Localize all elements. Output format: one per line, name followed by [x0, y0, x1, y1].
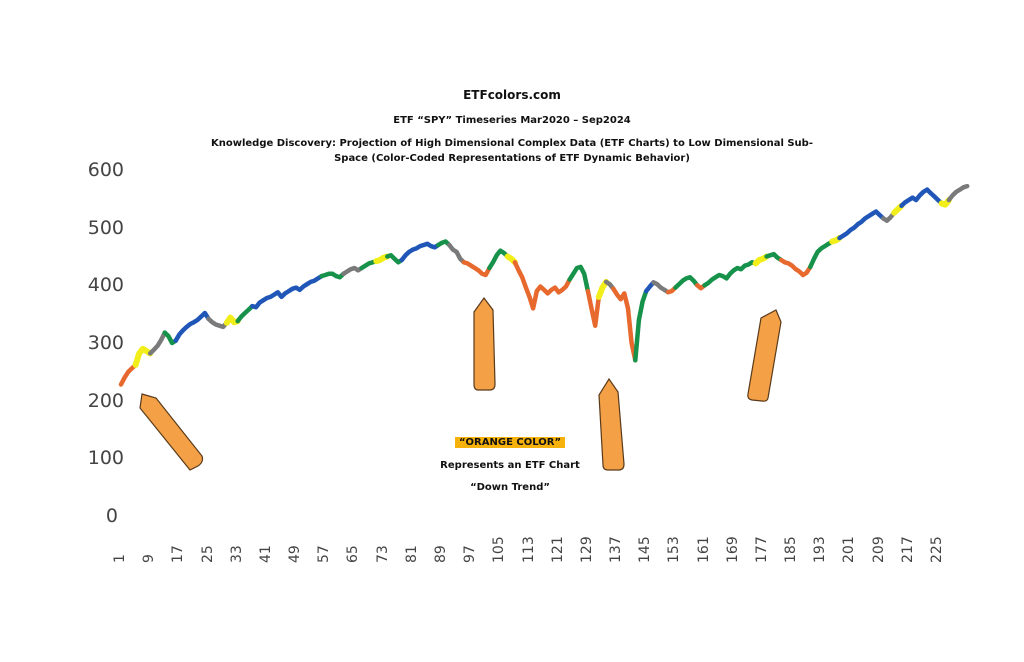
y-tick-label: 400: [87, 274, 124, 297]
gray-segment: [946, 183, 970, 203]
green-segment: [487, 248, 510, 271]
gray-segment: [206, 316, 230, 330]
y-tick-label: 100: [87, 447, 124, 470]
orange-color-highlight: “ORANGE COLOR”: [454, 437, 566, 448]
spy-timeseries-line: [118, 183, 970, 387]
green-segment: [702, 260, 758, 288]
chart-subtitle: ETF “SPY” Timeseries Mar2020 – Sep2024: [393, 115, 631, 126]
green-segment: [764, 251, 784, 263]
annotation-line-3: “Down Trend”: [470, 482, 550, 493]
green-segment: [385, 253, 405, 265]
green-segment: [235, 303, 255, 324]
orange-segment: [778, 257, 813, 278]
gray-segment: [447, 242, 467, 265]
green-segment: [808, 239, 835, 270]
arrow-icon: [139, 393, 204, 471]
arrow-icon: [473, 296, 496, 391]
chart-description: Knowledge Discovery: Projection of High …: [0, 136, 1024, 166]
blue-segment: [173, 310, 211, 343]
gray-segment: [651, 280, 671, 295]
orange-segment: [461, 260, 492, 278]
yellow-segment: [132, 345, 154, 368]
y-tick-label: 200: [87, 389, 124, 412]
orange-segment: [611, 286, 638, 363]
orange-segment: [512, 260, 572, 311]
arrow-icon: [747, 309, 782, 402]
y-tick-label: 0: [105, 505, 118, 527]
green-segment: [567, 264, 591, 294]
y-tick-label: 600: [87, 159, 124, 181]
blue-segment: [399, 241, 441, 263]
yellow-segment: [595, 278, 610, 300]
arrow-annotations: [139, 296, 782, 471]
annotation-label: “ORANGE COLOR”: [400, 437, 620, 448]
green-segment: [436, 239, 452, 248]
annotation-line-2: Represents an ETF Chart: [440, 460, 580, 471]
blue-segment: [837, 209, 886, 241]
gray-segment: [147, 330, 168, 356]
y-tick-label: 500: [87, 216, 124, 239]
blue-segment: [250, 273, 324, 310]
green-segment: [673, 275, 700, 290]
gray-segment: [341, 265, 364, 277]
orange-segment: [585, 288, 602, 328]
arrow-icon: [598, 377, 625, 471]
blue-segment: [899, 187, 944, 209]
green-segment: [319, 271, 346, 280]
site-title: ETFcolors.com: [463, 88, 561, 102]
orange-segment: [118, 362, 138, 387]
green-segment: [633, 288, 649, 363]
y-tick-label: 300: [87, 332, 124, 354]
description-line-2: Space (Color-Coded Representations of ET…: [334, 153, 690, 164]
description-line-1: Knowledge Discovery: Projection of High …: [210, 138, 813, 149]
